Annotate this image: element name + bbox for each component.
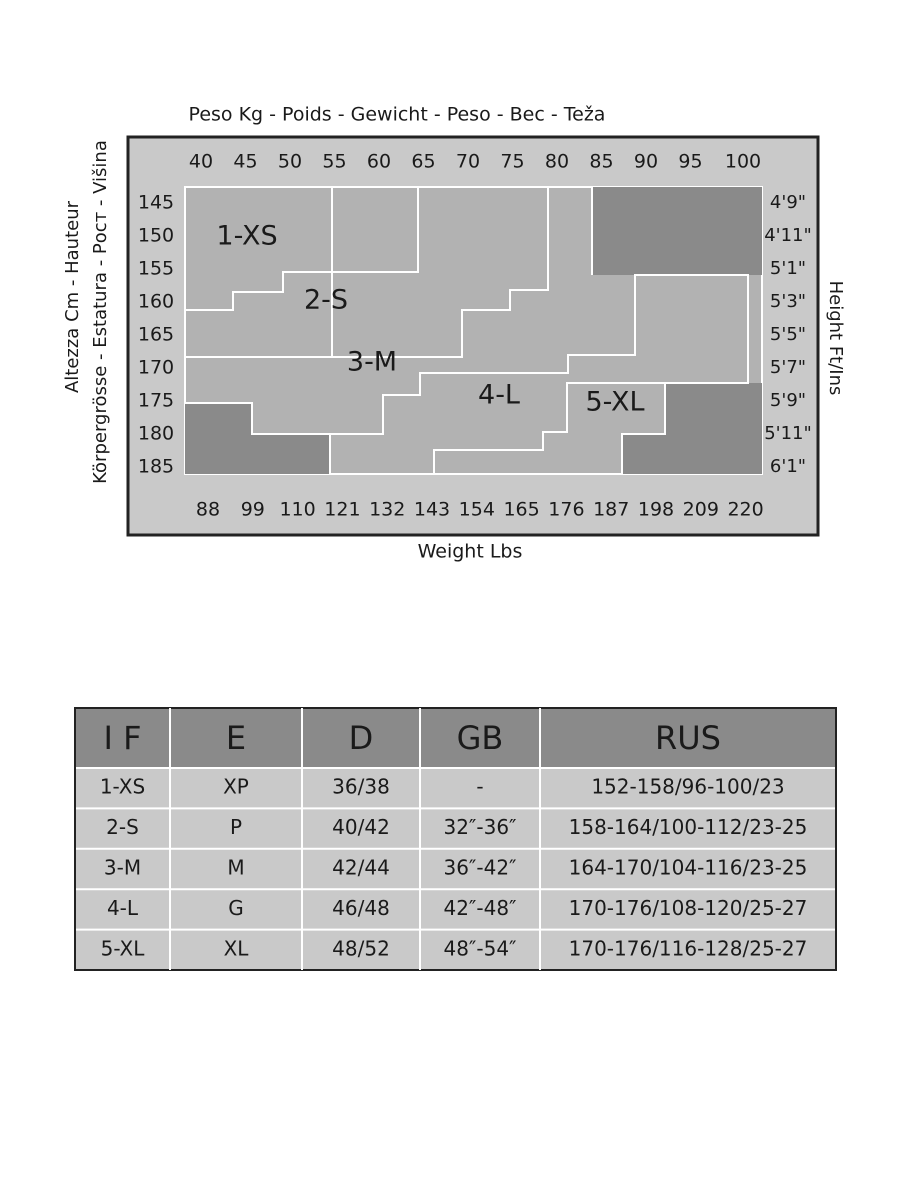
- kg-tick-label: 70: [456, 151, 480, 173]
- ft-tick-label: 5'5": [770, 324, 806, 345]
- table-cell: 1-XS: [100, 775, 145, 799]
- table-cell: 158-164/100-112/23-25: [569, 815, 808, 839]
- kg-tick-label: 100: [725, 151, 761, 173]
- kg-tick-label: 50: [278, 151, 302, 173]
- cm-tick-label: 175: [138, 390, 174, 412]
- size-chart: Peso Kg - Poids - Gewicht - Peso - Вес -…: [62, 104, 846, 563]
- size-label: 1-XS: [216, 221, 277, 252]
- table-cell: 36/38: [332, 775, 390, 799]
- table-cell: 170-176/116-128/25-27: [569, 936, 808, 960]
- ft-tick-label: 4'11": [764, 225, 812, 246]
- lbs-tick-label: 220: [727, 499, 763, 521]
- table-header-cell: D: [349, 719, 374, 757]
- table-cell: 48″-54″: [443, 936, 516, 960]
- top-label: Peso Kg - Poids - Gewicht - Peso - Вес -…: [189, 104, 606, 126]
- table-cell: 42″-48″: [443, 896, 516, 920]
- size-label: 5-XL: [585, 387, 644, 418]
- out-of-range: [185, 403, 330, 474]
- cm-tick-label: 150: [138, 225, 174, 247]
- lbs-tick-label: 110: [279, 499, 315, 521]
- table-header-cell: E: [226, 719, 246, 757]
- kg-tick-label: 40: [189, 151, 213, 173]
- table-cell: 152-158/96-100/23: [591, 775, 784, 799]
- kg-tick-label: 80: [545, 151, 569, 173]
- kg-tick-label: 95: [678, 151, 702, 173]
- lbs-tick-label: 88: [196, 499, 220, 521]
- table-cell: 36″-42″: [443, 856, 516, 880]
- kg-tick-label: 60: [367, 151, 391, 173]
- kg-tick-label: 65: [411, 151, 435, 173]
- lbs-tick-label: 165: [503, 499, 539, 521]
- kg-tick-label: 90: [634, 151, 658, 173]
- table-header-cell: I F: [103, 719, 141, 757]
- kg-tick-label: 75: [500, 151, 524, 173]
- lbs-tick-label: 198: [638, 499, 674, 521]
- table-cell: 4-L: [107, 896, 139, 920]
- cm-tick-label: 160: [138, 291, 174, 313]
- kg-tick-label: 85: [589, 151, 613, 173]
- table-cell: 3-M: [104, 856, 141, 880]
- table-cell: 48/52: [332, 936, 390, 960]
- left-label: Körpergrösse - Estatura - Рост - Višina: [90, 140, 111, 484]
- ft-tick-label: 5'1": [770, 258, 806, 279]
- cm-tick-label: 145: [138, 192, 174, 214]
- lbs-tick-label: 121: [324, 499, 360, 521]
- table-cell: 40/42: [332, 815, 390, 839]
- lbs-tick-label: 99: [241, 499, 265, 521]
- table-cell: 42/44: [332, 856, 390, 880]
- size-label: 4-L: [478, 380, 520, 411]
- table-cell: -: [476, 775, 483, 799]
- table-cell: 164-170/104-116/23-25: [569, 856, 808, 880]
- cm-tick-label: 155: [138, 258, 174, 280]
- kg-tick-label: 45: [233, 151, 257, 173]
- ft-tick-label: 5'11": [764, 423, 812, 444]
- lbs-tick-label: 132: [369, 499, 405, 521]
- bottom-label: Weight Lbs: [418, 541, 523, 563]
- kg-tick-label: 55: [322, 151, 346, 173]
- ft-tick-label: 5'3": [770, 291, 806, 312]
- size-table: I F E D GB RUS 1-XS XP 36/38 - 152-158/96-100/23 2…: [74, 707, 837, 971]
- ft-tick-label: 5'9": [770, 390, 806, 411]
- size-label: 3-M: [347, 347, 397, 378]
- table-header-cell: RUS: [655, 719, 721, 757]
- table-cell: 46/48: [332, 896, 390, 920]
- table-cell: XL: [224, 936, 250, 960]
- lbs-tick-label: 154: [459, 499, 495, 521]
- right-label: Height Ft/Ins: [825, 281, 846, 396]
- size-label: 2-S: [304, 285, 348, 316]
- ft-tick-label: 4'9": [770, 192, 806, 213]
- ft-tick-label: 6'1": [770, 456, 806, 477]
- table-cell: 2-S: [106, 815, 139, 839]
- table-cell: M: [227, 856, 244, 880]
- table-cell: 5-XL: [101, 936, 146, 960]
- out-of-range: [592, 187, 762, 275]
- table-cell: XP: [223, 775, 249, 799]
- cm-tick-label: 185: [138, 456, 174, 478]
- lbs-tick-label: 209: [683, 499, 719, 521]
- table-cell: G: [228, 896, 244, 920]
- cm-tick-label: 165: [138, 324, 174, 346]
- table-cell: 32″-36″: [443, 815, 516, 839]
- cm-tick-label: 170: [138, 357, 174, 379]
- table-header-cell: GB: [457, 719, 504, 757]
- lbs-tick-label: 143: [414, 499, 450, 521]
- cm-tick-label: 180: [138, 423, 174, 445]
- left-label: Altezza Cm - Hauteur: [62, 200, 83, 393]
- size-boundaries: [185, 187, 749, 475]
- out-of-range: [622, 383, 762, 474]
- ft-tick-label: 5'7": [770, 357, 806, 378]
- table-cell: P: [230, 815, 242, 839]
- lbs-tick-label: 187: [593, 499, 629, 521]
- lbs-tick-label: 176: [548, 499, 584, 521]
- table-cell: 170-176/108-120/25-27: [569, 896, 808, 920]
- table-header-bg: [76, 709, 835, 768]
